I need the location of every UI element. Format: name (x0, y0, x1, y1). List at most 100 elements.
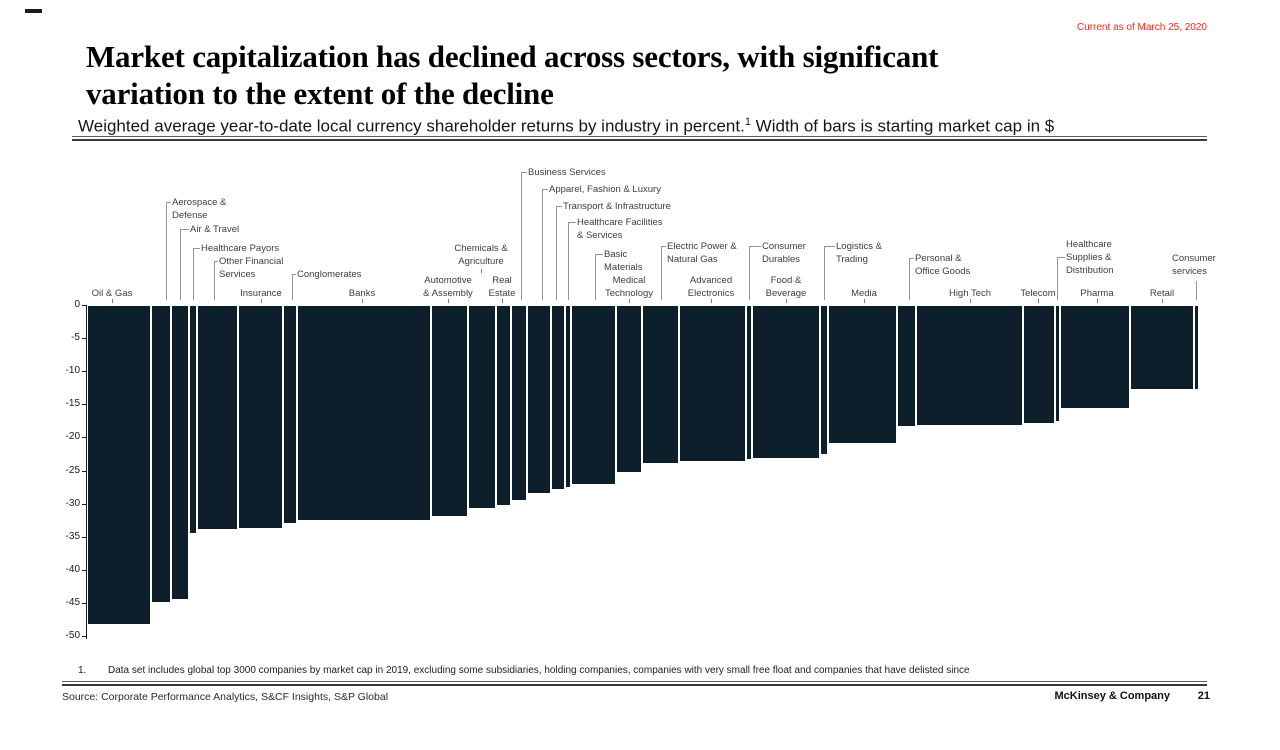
label-tick-telecom (1038, 299, 1039, 303)
label-apparel-fashion-luxury: Apparel, Fashion & Luxury (549, 184, 661, 195)
label-other-financial-services: Other Financial Services (219, 256, 284, 280)
label-tick-banks (362, 299, 363, 303)
label-tick-media (864, 299, 865, 303)
leader-line-consumer-durables (749, 246, 750, 300)
y-axis-tick-label: -30 (65, 498, 80, 509)
header-divider (72, 136, 1207, 141)
label-tick-pharma (1097, 299, 1098, 303)
bar-apparel-fashion-luxury (528, 306, 550, 493)
leader-line-air-travel (180, 229, 181, 300)
label-electric-power-natural-gas: Electric Power & Natural Gas (667, 241, 737, 265)
footnote-reference: 1 (744, 116, 751, 128)
label-air-travel: Air & Travel (190, 224, 240, 235)
bar-air-travel (172, 306, 188, 599)
bar-electric-power-natural-gas (643, 306, 678, 463)
bar-food-beverage (753, 306, 819, 458)
y-axis-tick-label: -35 (65, 531, 80, 542)
bar-consumer-services (1195, 306, 1198, 389)
leader-line-personal-office-goods (909, 258, 910, 300)
leader-hook-business-services (522, 172, 527, 173)
bar-consumer-durables (747, 306, 751, 459)
bar-basic-materials (572, 306, 615, 484)
bar-automotive-assembly (432, 306, 467, 516)
leader-line-apparel-fashion-luxury (542, 189, 543, 300)
label-business-services: Business Services (528, 167, 606, 178)
y-axis-tick (82, 570, 86, 571)
y-axis-tick (82, 603, 86, 604)
leader-line-business-services (521, 172, 522, 300)
leader-line-logistics-trading (824, 246, 825, 300)
label-tick-medical-technology (629, 299, 630, 303)
leader-hook-conglomerates (293, 274, 296, 275)
y-axis-tick-label: -5 (71, 332, 80, 343)
leader-hook-apparel-fashion-luxury (543, 189, 548, 190)
y-axis-tick (82, 338, 86, 339)
label-transport-infrastructure: Transport & Infrastructure (563, 201, 671, 212)
bar-healthcare-supplies-distribution (1056, 306, 1059, 421)
y-axis-tick-label: 0 (74, 299, 80, 310)
y-axis-tick (82, 504, 86, 505)
leader-line-basic-materials (595, 254, 596, 300)
label-media: Media (851, 288, 877, 299)
bar-conglomerates (284, 306, 296, 523)
leader-hook-basic-materials (596, 254, 603, 255)
label-conglomerates: Conglomerates (297, 269, 362, 280)
leader-hook-logistics-trading (825, 246, 835, 247)
y-axis-tick-label: -10 (65, 365, 80, 376)
leader-hook-healthcare-supplies-distribution (1058, 257, 1065, 258)
label-tick-insurance (261, 299, 262, 303)
chart-subtitle: Weighted average year-to-date local curr… (78, 112, 1208, 137)
as-of-date-note: Current as of March 25, 2020 (1076, 22, 1207, 33)
footnote-text: Data set includes global top 3000 compan… (108, 665, 970, 676)
bar-other-financial-services (198, 306, 237, 529)
label-tick-high-tech (970, 299, 971, 303)
bar-oil-gas (88, 306, 150, 624)
bar-media (829, 306, 896, 443)
leader-line-electric-power-natural-gas (661, 246, 662, 300)
leader-line-healthcare-facilities-services (568, 222, 569, 300)
subtitle-text-2: Width of bars is starting market cap in … (750, 116, 1055, 136)
y-axis-tick (82, 305, 86, 306)
label-personal-office-goods: Personal & Office Goods (915, 253, 971, 277)
label-aerospace-defense: Aerospace & Defense (172, 197, 227, 221)
leader-hook-healthcare-payors (194, 248, 200, 249)
label-logistics-trading: Logistics & Trading (836, 241, 882, 265)
bar-retail (1131, 306, 1193, 389)
label-real-estate: Real Estate (488, 275, 516, 299)
bar-logistics-trading (821, 306, 827, 454)
leader-line-other-financial-services (214, 261, 215, 300)
label-pharma: Pharma (1080, 288, 1114, 299)
y-axis-tick-label: -45 (65, 597, 80, 608)
label-automotive-assembly: Automotive & Assembly (423, 275, 473, 299)
label-tick-food-beverage (786, 299, 787, 303)
y-axis-tick (82, 437, 86, 438)
leader-line-consumer-services (1196, 281, 1197, 300)
label-food-beverage: Food & Beverage (765, 275, 807, 299)
leader-hook-aerospace-defense (167, 202, 171, 203)
bar-medical-technology (617, 306, 641, 472)
label-medical-technology: Medical Technology (604, 275, 654, 299)
leader-hook-transport-infrastructure (557, 206, 562, 207)
slide-corner-marker (25, 9, 42, 13)
label-high-tech: High Tech (948, 288, 992, 299)
label-tick-retail (1162, 299, 1163, 303)
y-axis-tick (82, 537, 86, 538)
bar-banks (298, 306, 430, 520)
leader-hook-electric-power-natural-gas (662, 246, 666, 247)
bar-business-services (512, 306, 526, 500)
bar-insurance (239, 306, 282, 528)
y-axis-tick-label: -50 (65, 630, 80, 641)
label-oil-gas: Oil & Gas (91, 288, 133, 299)
leader-hook-healthcare-facilities-services (569, 222, 576, 223)
leader-hook-consumer-durables (750, 246, 761, 247)
bar-transport-infrastructure (552, 306, 564, 489)
y-axis-tick (82, 636, 86, 637)
label-consumer-services: Consumer services (1172, 253, 1216, 277)
bar-pharma (1061, 306, 1129, 408)
label-tick-real-estate (502, 299, 503, 303)
subtitle-text: Weighted average year-to-date local curr… (78, 116, 745, 136)
label-retail: Retail (1149, 288, 1175, 299)
leader-line-healthcare-payors (193, 248, 194, 300)
leader-hook-air-travel (181, 229, 189, 230)
